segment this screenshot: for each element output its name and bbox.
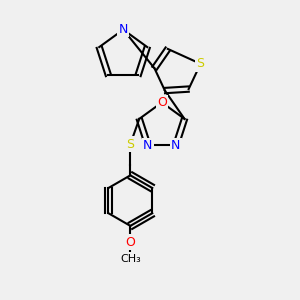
Text: N: N bbox=[143, 139, 153, 152]
Text: N: N bbox=[171, 139, 181, 152]
Text: CH₃: CH₃ bbox=[120, 254, 141, 264]
Text: N: N bbox=[118, 23, 128, 36]
Text: S: S bbox=[126, 138, 134, 151]
Text: O: O bbox=[157, 96, 167, 109]
Text: S: S bbox=[196, 57, 205, 70]
Text: O: O bbox=[125, 236, 135, 249]
